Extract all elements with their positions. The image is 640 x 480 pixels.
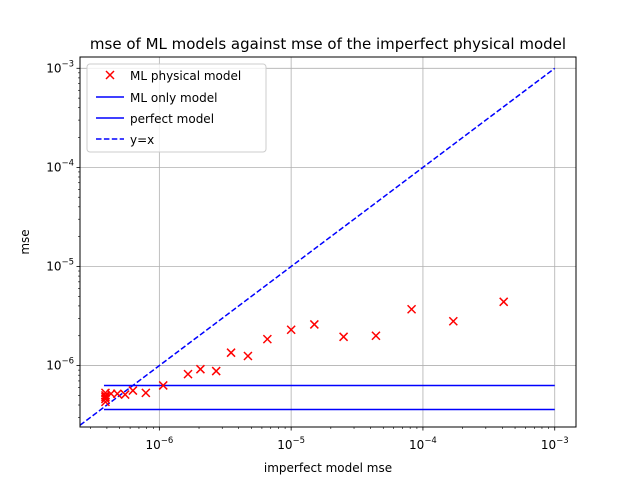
scatter-point [309, 319, 319, 329]
x-tick-label: 10−3 [541, 436, 569, 452]
y-tick-label: 10−5 [46, 257, 74, 273]
scatter-point [499, 297, 509, 307]
legend: ML physical model ML only model perfect … [86, 63, 267, 153]
legend-marker-ml-physical [105, 70, 115, 80]
scatter-point [195, 364, 205, 374]
legend-label-ml-only: ML only model [130, 91, 217, 105]
plot-frame [79, 56, 577, 428]
scatter-point [112, 389, 122, 399]
scatter-point [448, 316, 458, 326]
legend-label-ml-physical: ML physical model [130, 69, 241, 83]
chart-title: mse of ML models against mse of the impe… [90, 35, 566, 53]
legend-label-yx: y=x [130, 133, 154, 147]
scatter-point [158, 380, 168, 390]
x-tick-label: 10−6 [145, 436, 173, 452]
x-axis-label: imperfect model mse [264, 461, 392, 475]
y-axis-label: mse [18, 229, 32, 254]
scatter-point [339, 332, 349, 342]
scatter-point [226, 348, 236, 358]
x-tick-label: 10−5 [277, 436, 305, 452]
scatter-point [211, 366, 221, 376]
series-line-y-x [80, 67, 556, 426]
scatter-point [100, 390, 110, 400]
scatter-point [243, 351, 253, 361]
scatter-point [183, 369, 193, 379]
y-tick-label: 10−4 [46, 158, 74, 174]
scatter-point [120, 390, 130, 400]
legend-frame [86, 63, 267, 153]
scatter-point [262, 334, 272, 344]
scatter-point [100, 392, 110, 402]
scatter-point [407, 304, 417, 314]
ticks: 10−6 10−5 10−4 10−3 10−6 10−5 10−4 10−3 [46, 59, 568, 452]
series-layer [80, 67, 556, 426]
scatter-point [286, 325, 296, 335]
y-tick-label: 10−6 [46, 357, 74, 373]
x-tick-label: 10−4 [409, 436, 437, 452]
scatter-point [371, 331, 381, 341]
y-tick-label: 10−3 [46, 59, 74, 75]
scatter-point [141, 388, 151, 398]
legend-label-perfect: perfect model [130, 112, 214, 126]
scatter-point [128, 386, 138, 396]
